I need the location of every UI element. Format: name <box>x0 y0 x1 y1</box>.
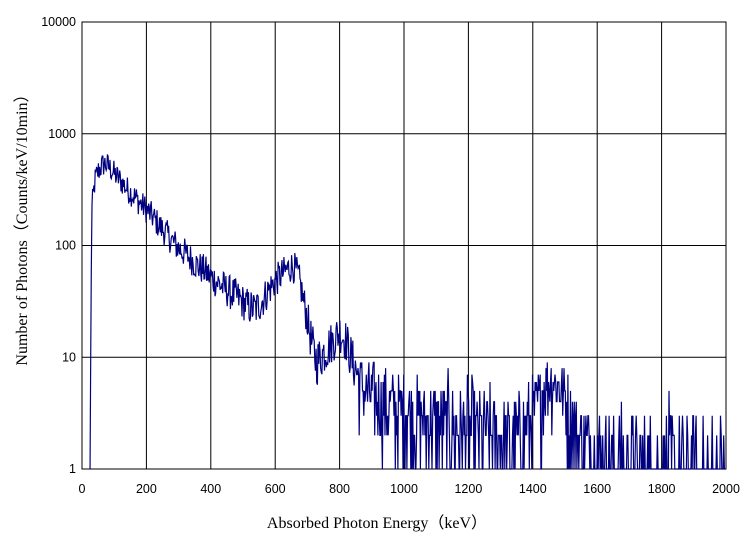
x-tick-label: 800 <box>329 482 350 496</box>
y-tick-label: 10000 <box>41 15 76 29</box>
y-tick-label: 100 <box>55 239 76 253</box>
x-tick-label: 0 <box>79 482 86 496</box>
y-tick-label: 1000 <box>48 127 76 141</box>
y-axis-title: Number of Photons（Counts/keV/10min） <box>13 86 31 365</box>
x-tick-labels: 0 200 400 600 800 1000 1200 1400 1600 1800 2000 <box>79 482 740 496</box>
x-tick-label: 1800 <box>648 482 676 496</box>
x-axis-title: Absorbed Photon Energy（keV） <box>267 514 487 532</box>
x-tick-label: 200 <box>136 482 157 496</box>
series-line <box>89 154 726 470</box>
y-tick-labels: 1 10 100 1000 10000 <box>41 15 76 476</box>
x-tick-label: 1400 <box>519 482 547 496</box>
x-tick-label: 1200 <box>454 482 482 496</box>
x-tick-label: 1000 <box>390 482 418 496</box>
x-tick-label: 2000 <box>712 482 740 496</box>
y-tick-label: 1 <box>69 462 76 476</box>
y-tick-label: 10 <box>62 350 76 364</box>
x-tick-label: 600 <box>265 482 286 496</box>
x-tick-label: 1600 <box>583 482 611 496</box>
x-tick-label: 400 <box>200 482 221 496</box>
